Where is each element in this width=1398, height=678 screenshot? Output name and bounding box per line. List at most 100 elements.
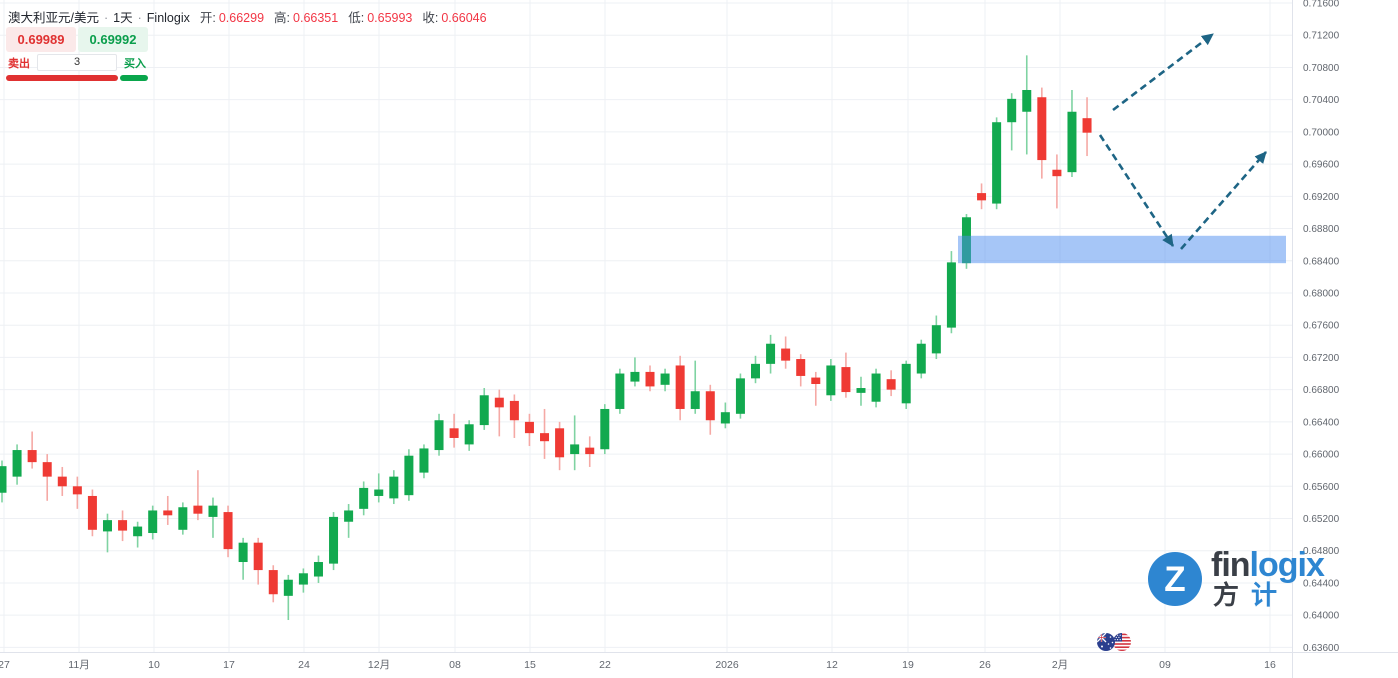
candle [389,470,399,505]
currency-pair-flags [1097,633,1131,651]
candle [344,504,354,538]
candle [931,315,941,360]
sell-button[interactable]: 0.69989 [6,27,76,52]
svg-text:0.63600: 0.63600 [1303,643,1340,654]
candle [57,466,67,496]
candle [313,555,323,583]
candle [1007,93,1017,151]
candle-body [841,367,851,393]
candle [690,360,700,414]
candle-body [102,520,112,532]
candle [901,360,911,409]
candle-body [42,462,52,477]
candle-wick [287,574,290,621]
candle-body [720,412,730,424]
candle-body [1022,89,1032,112]
candle [509,394,519,438]
candle [374,473,384,503]
candle-body [675,365,685,409]
candle-body [419,448,429,473]
candle-body [404,455,414,496]
high-label: 高: [274,11,291,25]
candle-body [148,510,158,534]
candle-body [977,193,987,201]
open-label: 开: [199,11,216,25]
candle-body [298,573,308,585]
candle [133,521,143,548]
candle [449,413,459,448]
candle [886,370,896,397]
candle [359,481,369,516]
candle-body [660,373,670,385]
support-zone[interactable] [958,235,1286,264]
svg-text:0.68400: 0.68400 [1303,256,1340,267]
svg-text:0.69600: 0.69600 [1303,160,1340,171]
candle [283,574,293,621]
candle [645,365,655,392]
sell-label: 卖出 [8,57,30,70]
projection-arrow-rebound[interactable] [1180,151,1267,250]
candle-body [555,428,565,458]
logo-letter: Z [1164,560,1185,599]
time-axis-labels[interactable]: 27 11月 10 17 24 12月 08 15 22 2026 12 19 26 2月 09 16 [0,659,1276,671]
svg-text:0.70800: 0.70800 [1303,63,1340,74]
candle-body [645,371,655,387]
candle-wick [377,473,380,503]
candle-body [540,433,550,442]
candle-body [946,262,956,328]
candle-wick [1056,154,1058,209]
candle-wick [106,513,109,553]
projection-arrow-down[interactable] [1098,134,1175,247]
svg-text:0.66400: 0.66400 [1303,417,1340,428]
candle-body [329,516,339,564]
candle [946,251,956,334]
svg-text:2月: 2月 [1052,659,1068,671]
quote-widget: 0.69989 0.69992 卖出 3 买入 [6,27,148,81]
candle-body [856,388,866,393]
candle-body [494,397,504,408]
candle [841,352,851,398]
candle [208,497,218,538]
symbol-title: 澳大利亚元/美元 [8,11,99,25]
candle-body [268,570,278,595]
interval-label[interactable]: 1天 [113,11,133,25]
candle [12,444,22,485]
open-value: 0.66299 [218,11,265,25]
candle [1082,97,1092,157]
candle [118,510,128,542]
candle-wick [498,389,501,437]
candle [87,489,97,537]
svg-text:11月: 11月 [68,659,89,671]
projection-arrow-up[interactable] [1112,32,1214,112]
finlogix-watermark: Z finlogix 方计 [1146,548,1325,608]
candle-wick [197,470,199,521]
candle-body [811,377,821,385]
candle-body [193,505,203,514]
projection-arrows[interactable] [1098,32,1267,250]
svg-text:0.71600: 0.71600 [1303,0,1340,10]
candle [600,404,610,455]
candle-body [87,495,97,530]
candle-body [781,348,791,361]
candle [766,334,776,374]
price-axis-labels[interactable]: 0.71600 0.71200 0.70800 0.70400 0.70000 0.696… [1303,0,1340,654]
candle-body [886,379,896,390]
sell-price: 0.69989 [17,32,65,47]
buy-button[interactable]: 0.69992 [78,27,148,52]
candle [298,568,308,593]
high-value: 0.66351 [293,11,339,25]
svg-text:09: 09 [1159,659,1171,671]
candle-body [630,371,640,382]
candle [992,117,1002,210]
candle-body [27,450,37,463]
svg-text:10: 10 [148,659,160,671]
candle [0,460,7,503]
provider-label: Finlogix [146,11,190,25]
candle-body [208,505,218,517]
sell-depth-bar [6,75,119,81]
svg-text:0.64000: 0.64000 [1303,611,1340,622]
candle-body [389,476,399,499]
price-gridlines [0,2,1292,648]
candles-layer [0,55,1092,621]
